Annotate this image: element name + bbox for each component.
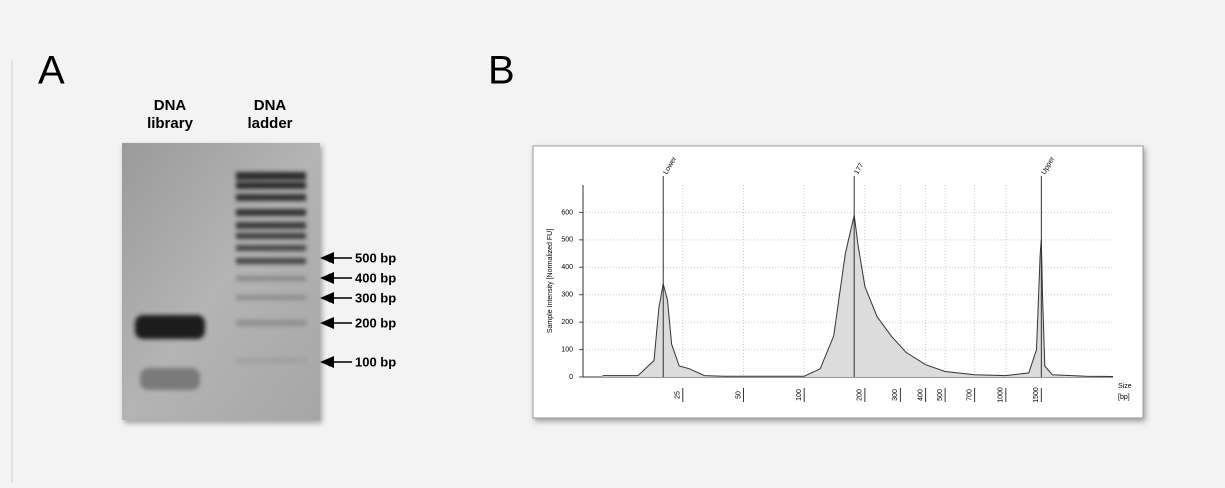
- marker-label: 100 bp: [355, 354, 396, 369]
- arrow-head: [320, 252, 334, 264]
- x-tick-label: 200: [857, 389, 864, 401]
- page: A B DNAlibrary DNAladder 500 bp 400 bp 300 …: [0, 0, 1225, 483]
- x-tick-label: 25: [675, 391, 682, 399]
- y-tick-label: 600: [561, 209, 573, 216]
- panel-letter: A: [38, 49, 65, 93]
- marker-label: 400 bp: [355, 270, 396, 285]
- panel-letter: B: [488, 49, 515, 93]
- arrow-head: [320, 292, 334, 304]
- figure: A B DNAlibrary DNAladder 500 bp 400 bp 300 …: [0, 0, 1225, 483]
- marker-label: 500 bp: [355, 250, 396, 265]
- x-axis-unit: [bp]: [1118, 394, 1130, 401]
- y-tick-label: 300: [561, 292, 573, 299]
- x-tick-label: 700: [966, 389, 973, 401]
- y-tick-label: 500: [561, 237, 573, 244]
- y-tick-label: 0: [569, 374, 573, 381]
- x-tick-label: 300: [892, 389, 899, 401]
- marker-labels: 500 bp 400 bp 300 bp 200 bp 100 bp: [320, 250, 396, 369]
- x-axis-label: Size: [1118, 383, 1132, 390]
- x-tick-label: 500: [937, 389, 944, 401]
- x-tick-label: 1500: [1033, 387, 1040, 403]
- arrow-head: [320, 272, 334, 284]
- gel-image: [122, 143, 320, 420]
- x-tick-label: 50: [735, 391, 742, 399]
- arrow-head: [320, 356, 334, 368]
- y-axis-label: Sample Intensity [Normalized FU]: [547, 229, 554, 333]
- x-tick-label: 1000: [998, 387, 1005, 403]
- y-tick-label: 100: [561, 346, 573, 353]
- x-tick-label: 400: [917, 389, 924, 401]
- marker-label: 200 bp: [355, 315, 396, 330]
- arrow-head: [320, 317, 334, 329]
- y-tick-label: 400: [561, 264, 573, 271]
- x-tick-label: 100: [796, 389, 803, 401]
- marker-label: 300 bp: [355, 290, 396, 305]
- y-tick-label: 200: [561, 319, 573, 326]
